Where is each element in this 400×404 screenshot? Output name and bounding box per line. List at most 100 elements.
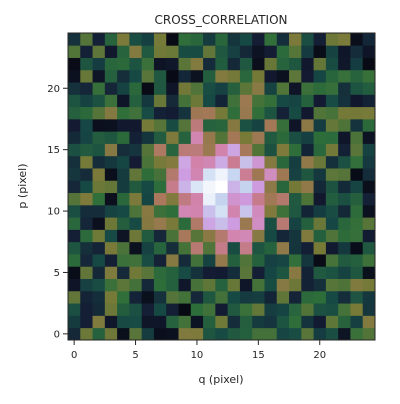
- heatmap-cell: [166, 180, 179, 194]
- heatmap-cell: [166, 192, 179, 206]
- heatmap-cell: [227, 45, 241, 58]
- heatmap-cell: [313, 315, 327, 329]
- heatmap-cell: [289, 180, 302, 194]
- heatmap-cell: [68, 229, 81, 243]
- heatmap-cell: [92, 82, 106, 95]
- heatmap-cell: [80, 192, 93, 206]
- heatmap-cell: [92, 33, 106, 46]
- heatmap-cell: [264, 143, 278, 157]
- heatmap-cell: [92, 278, 106, 292]
- heatmap-cell: [129, 229, 143, 243]
- heatmap-cell: [301, 57, 314, 71]
- heatmap-cell: [117, 33, 130, 46]
- heatmap-cell: [203, 241, 216, 255]
- heatmap-cell: [338, 131, 351, 144]
- heatmap-cell: [289, 82, 302, 95]
- heatmap-cell: [80, 290, 93, 304]
- heatmap-cell: [301, 33, 314, 46]
- heatmap-cell: [301, 155, 314, 169]
- heatmap-cell: [325, 217, 339, 230]
- heatmap-cell: [362, 45, 376, 58]
- heatmap-cell: [80, 217, 93, 230]
- heatmap-cell: [264, 254, 278, 267]
- heatmap-cell: [203, 315, 216, 329]
- heatmap-cell: [276, 217, 290, 230]
- heatmap-cell: [80, 155, 93, 169]
- heatmap-cell: [104, 106, 118, 120]
- heatmap-cell: [313, 278, 327, 292]
- heatmap-cell: [141, 217, 155, 230]
- heatmap-cell: [252, 192, 265, 206]
- heatmap-cell: [215, 229, 229, 243]
- heatmap-cell: [178, 94, 192, 108]
- heatmap-cell: [203, 303, 216, 316]
- heatmap-cell: [313, 266, 327, 279]
- heatmap-cell: [203, 69, 216, 83]
- heatmap-cell: [117, 168, 130, 181]
- heatmap-cell: [215, 217, 229, 230]
- heatmap-cell: [276, 266, 290, 279]
- heatmap-cell: [338, 229, 351, 243]
- heatmap-cell: [325, 143, 339, 157]
- heatmap-cell: [301, 45, 314, 58]
- heatmap-cell: [289, 229, 302, 243]
- heatmap-cell: [239, 155, 253, 169]
- heatmap-cell: [178, 266, 192, 279]
- heatmap-cell: [92, 290, 106, 304]
- heatmap-cell: [153, 303, 167, 316]
- heatmap-cell: [239, 131, 253, 144]
- heatmap-cell: [289, 33, 302, 46]
- heatmap-cell: [92, 254, 106, 267]
- heatmap-cell: [313, 94, 327, 108]
- heatmap-cell: [264, 315, 278, 329]
- heatmap-cell: [129, 278, 143, 292]
- heatmap-cell: [325, 315, 339, 329]
- heatmap-cell: [289, 217, 302, 230]
- heatmap-cell: [276, 241, 290, 255]
- heatmap-cell: [166, 254, 179, 267]
- heatmap-cell: [252, 69, 265, 83]
- heatmap-cell: [92, 315, 106, 329]
- heatmap-cell: [227, 266, 241, 279]
- heatmap-cell: [92, 94, 106, 108]
- heatmap-cell: [227, 192, 241, 206]
- heatmap-cell: [252, 266, 265, 279]
- heatmap-cell: [239, 315, 253, 329]
- heatmap-cell: [166, 278, 179, 292]
- heatmap-cell: [92, 45, 106, 58]
- heatmap-cell: [68, 45, 81, 58]
- heatmap-cell: [325, 106, 339, 120]
- heatmap-cell: [239, 33, 253, 46]
- heatmap-cell: [252, 254, 265, 267]
- heatmap-cell: [178, 82, 192, 95]
- heatmap-cell: [117, 290, 130, 304]
- heatmap-cell: [141, 192, 155, 206]
- heatmap-cell: [104, 155, 118, 169]
- heatmap-cell: [117, 143, 130, 157]
- x-tick-label: 10: [191, 350, 204, 361]
- heatmap-cell: [117, 254, 130, 267]
- heatmap-cell: [104, 57, 118, 71]
- heatmap-cell: [166, 327, 179, 341]
- heatmap-cell: [190, 57, 204, 71]
- heatmap-cell: [338, 143, 351, 157]
- heatmap-cell: [141, 241, 155, 255]
- heatmap-cell: [227, 241, 241, 255]
- heatmap-cell: [68, 303, 81, 316]
- heatmap-cell: [276, 143, 290, 157]
- heatmap-cell: [190, 155, 204, 169]
- heatmap-cell: [264, 290, 278, 304]
- heatmap-cell: [252, 278, 265, 292]
- heatmap-cell: [325, 266, 339, 279]
- heatmap-cell: [80, 131, 93, 144]
- heatmap-cell: [239, 57, 253, 71]
- heatmap-cell: [276, 57, 290, 71]
- heatmap-cell: [178, 290, 192, 304]
- heatmap-cell: [313, 204, 327, 218]
- heatmap-cell: [215, 254, 229, 267]
- heatmap-cell: [350, 143, 364, 157]
- heatmap-cell: [338, 266, 351, 279]
- heatmap-cell: [301, 118, 314, 132]
- heatmap-cell: [68, 33, 81, 46]
- heatmap-cell: [227, 131, 241, 144]
